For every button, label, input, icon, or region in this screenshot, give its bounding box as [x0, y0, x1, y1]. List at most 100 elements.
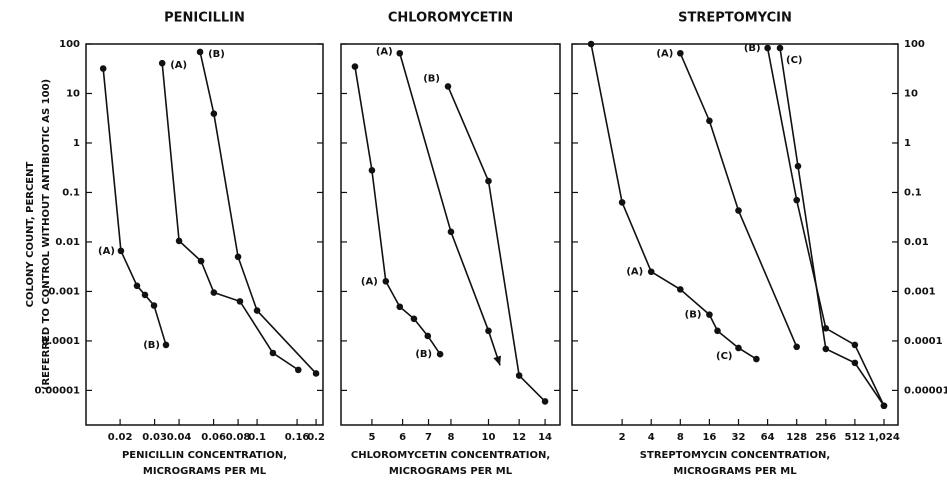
- data-point: [776, 44, 784, 52]
- x-tick-label: 64: [761, 432, 775, 443]
- data-point: [424, 332, 432, 340]
- y-tick-label: 0.1: [62, 187, 80, 198]
- x-axis-label: MICROGRAMS PER ML: [673, 466, 797, 477]
- annotation: (A): [170, 60, 187, 71]
- x-tick-label: 16: [702, 432, 716, 443]
- y-axis-label: (REFERRED TO CONTROL WITHOUT ANTIBIOTIC …: [41, 79, 52, 390]
- x-tick-label: 8: [447, 432, 454, 443]
- data-point: [735, 344, 742, 352]
- y-tick-label: 0.0001: [904, 336, 943, 347]
- data-point: [196, 48, 204, 56]
- data-point: [851, 341, 859, 349]
- data-point: [351, 63, 359, 70]
- panel-title: STREPTOMYCIN: [678, 11, 792, 26]
- data-point: [210, 110, 218, 118]
- data-point: [197, 257, 205, 265]
- data-point: [677, 286, 684, 293]
- plot-frame: [85, 43, 324, 426]
- x-tick-label: 0.06: [201, 432, 226, 443]
- data-point: [618, 199, 626, 206]
- annotation: (C): [716, 351, 732, 362]
- x-tick-label: 0.2: [307, 432, 325, 443]
- x-tick-label: 12: [512, 432, 526, 443]
- annotation: (A): [656, 48, 673, 59]
- data-point: [294, 366, 302, 374]
- data-point: [447, 228, 455, 236]
- x-tick-label: 5: [368, 432, 375, 443]
- y-tick-label: 1: [904, 138, 911, 149]
- data-point: [753, 355, 760, 363]
- x-tick-label: 1,024: [868, 432, 900, 443]
- data-line: [398, 53, 501, 366]
- data-point: [735, 207, 742, 214]
- y-axis-label: COLONY COUNT, PERCENT: [25, 161, 36, 307]
- data-point: [485, 177, 492, 185]
- x-tick-label: 0.04: [167, 432, 192, 443]
- data-point: [793, 343, 800, 351]
- data-point: [444, 83, 452, 90]
- data-point: [706, 117, 713, 125]
- data-point: [99, 65, 107, 72]
- y-tick-label: 100: [904, 39, 925, 50]
- annotation: (A): [626, 267, 643, 278]
- data-point: [436, 350, 444, 358]
- panel-title: PENICILLIN: [164, 11, 245, 26]
- data-point: [714, 327, 721, 335]
- data-point: [410, 315, 418, 323]
- y-tick-label: 0.00001: [904, 385, 947, 396]
- x-tick-label: 32: [732, 432, 746, 443]
- data-line: [199, 51, 317, 375]
- x-tick-label: 6: [399, 432, 406, 443]
- panel-title: CHLOROMYCETIN: [388, 11, 513, 26]
- y-tick-label: 0.0001: [41, 336, 80, 347]
- data-point: [587, 40, 595, 48]
- x-tick-label: 0.02: [108, 432, 133, 443]
- y-tick-label: 100: [59, 39, 80, 50]
- data-point: [312, 370, 320, 377]
- data-line: [354, 66, 441, 355]
- data-point: [647, 268, 655, 276]
- data-line: [102, 68, 167, 346]
- data-point: [794, 162, 802, 170]
- data-line: [447, 86, 546, 402]
- data-line: [161, 63, 299, 371]
- data-point: [677, 49, 684, 57]
- y-tick-label: 0.01: [55, 237, 80, 248]
- data-point: [175, 237, 183, 245]
- annotation: (B): [423, 73, 440, 84]
- data-point: [396, 49, 404, 57]
- data-point: [141, 291, 149, 299]
- annotation: (B): [744, 43, 761, 54]
- y-tick-label: 1: [73, 138, 80, 149]
- x-axis-label: MICROGRAMS PER ML: [389, 466, 513, 477]
- data-point: [541, 398, 549, 405]
- data-point: [382, 278, 390, 285]
- x-tick-label: 0.1: [248, 432, 266, 443]
- data-point: [706, 311, 713, 318]
- y-tick-label: 0.1: [904, 187, 922, 198]
- data-point: [822, 324, 830, 332]
- data-point: [117, 247, 125, 255]
- data-point: [158, 59, 166, 67]
- x-tick-label: 0.16: [285, 432, 310, 443]
- data-point: [396, 303, 404, 311]
- annotation: (A): [361, 276, 378, 287]
- x-tick-label: 4: [648, 432, 655, 443]
- data-point: [236, 298, 244, 305]
- annotation: (A): [98, 246, 115, 257]
- x-tick-label: 0.03: [142, 432, 167, 443]
- data-point: [485, 327, 492, 335]
- x-tick-label: 10: [482, 432, 496, 443]
- y-tick-label: 0.001: [904, 286, 936, 297]
- data-point: [368, 167, 376, 174]
- annotation: (A): [376, 46, 393, 57]
- x-axis-label: CHLOROMYCETIN CONCENTRATION,: [351, 450, 550, 461]
- x-tick-label: 512: [844, 432, 865, 443]
- data-line: [779, 47, 885, 407]
- x-tick-label: 7: [425, 432, 432, 443]
- x-tick-label: 256: [815, 432, 836, 443]
- x-tick-label: 2: [619, 432, 626, 443]
- data-line: [590, 43, 757, 360]
